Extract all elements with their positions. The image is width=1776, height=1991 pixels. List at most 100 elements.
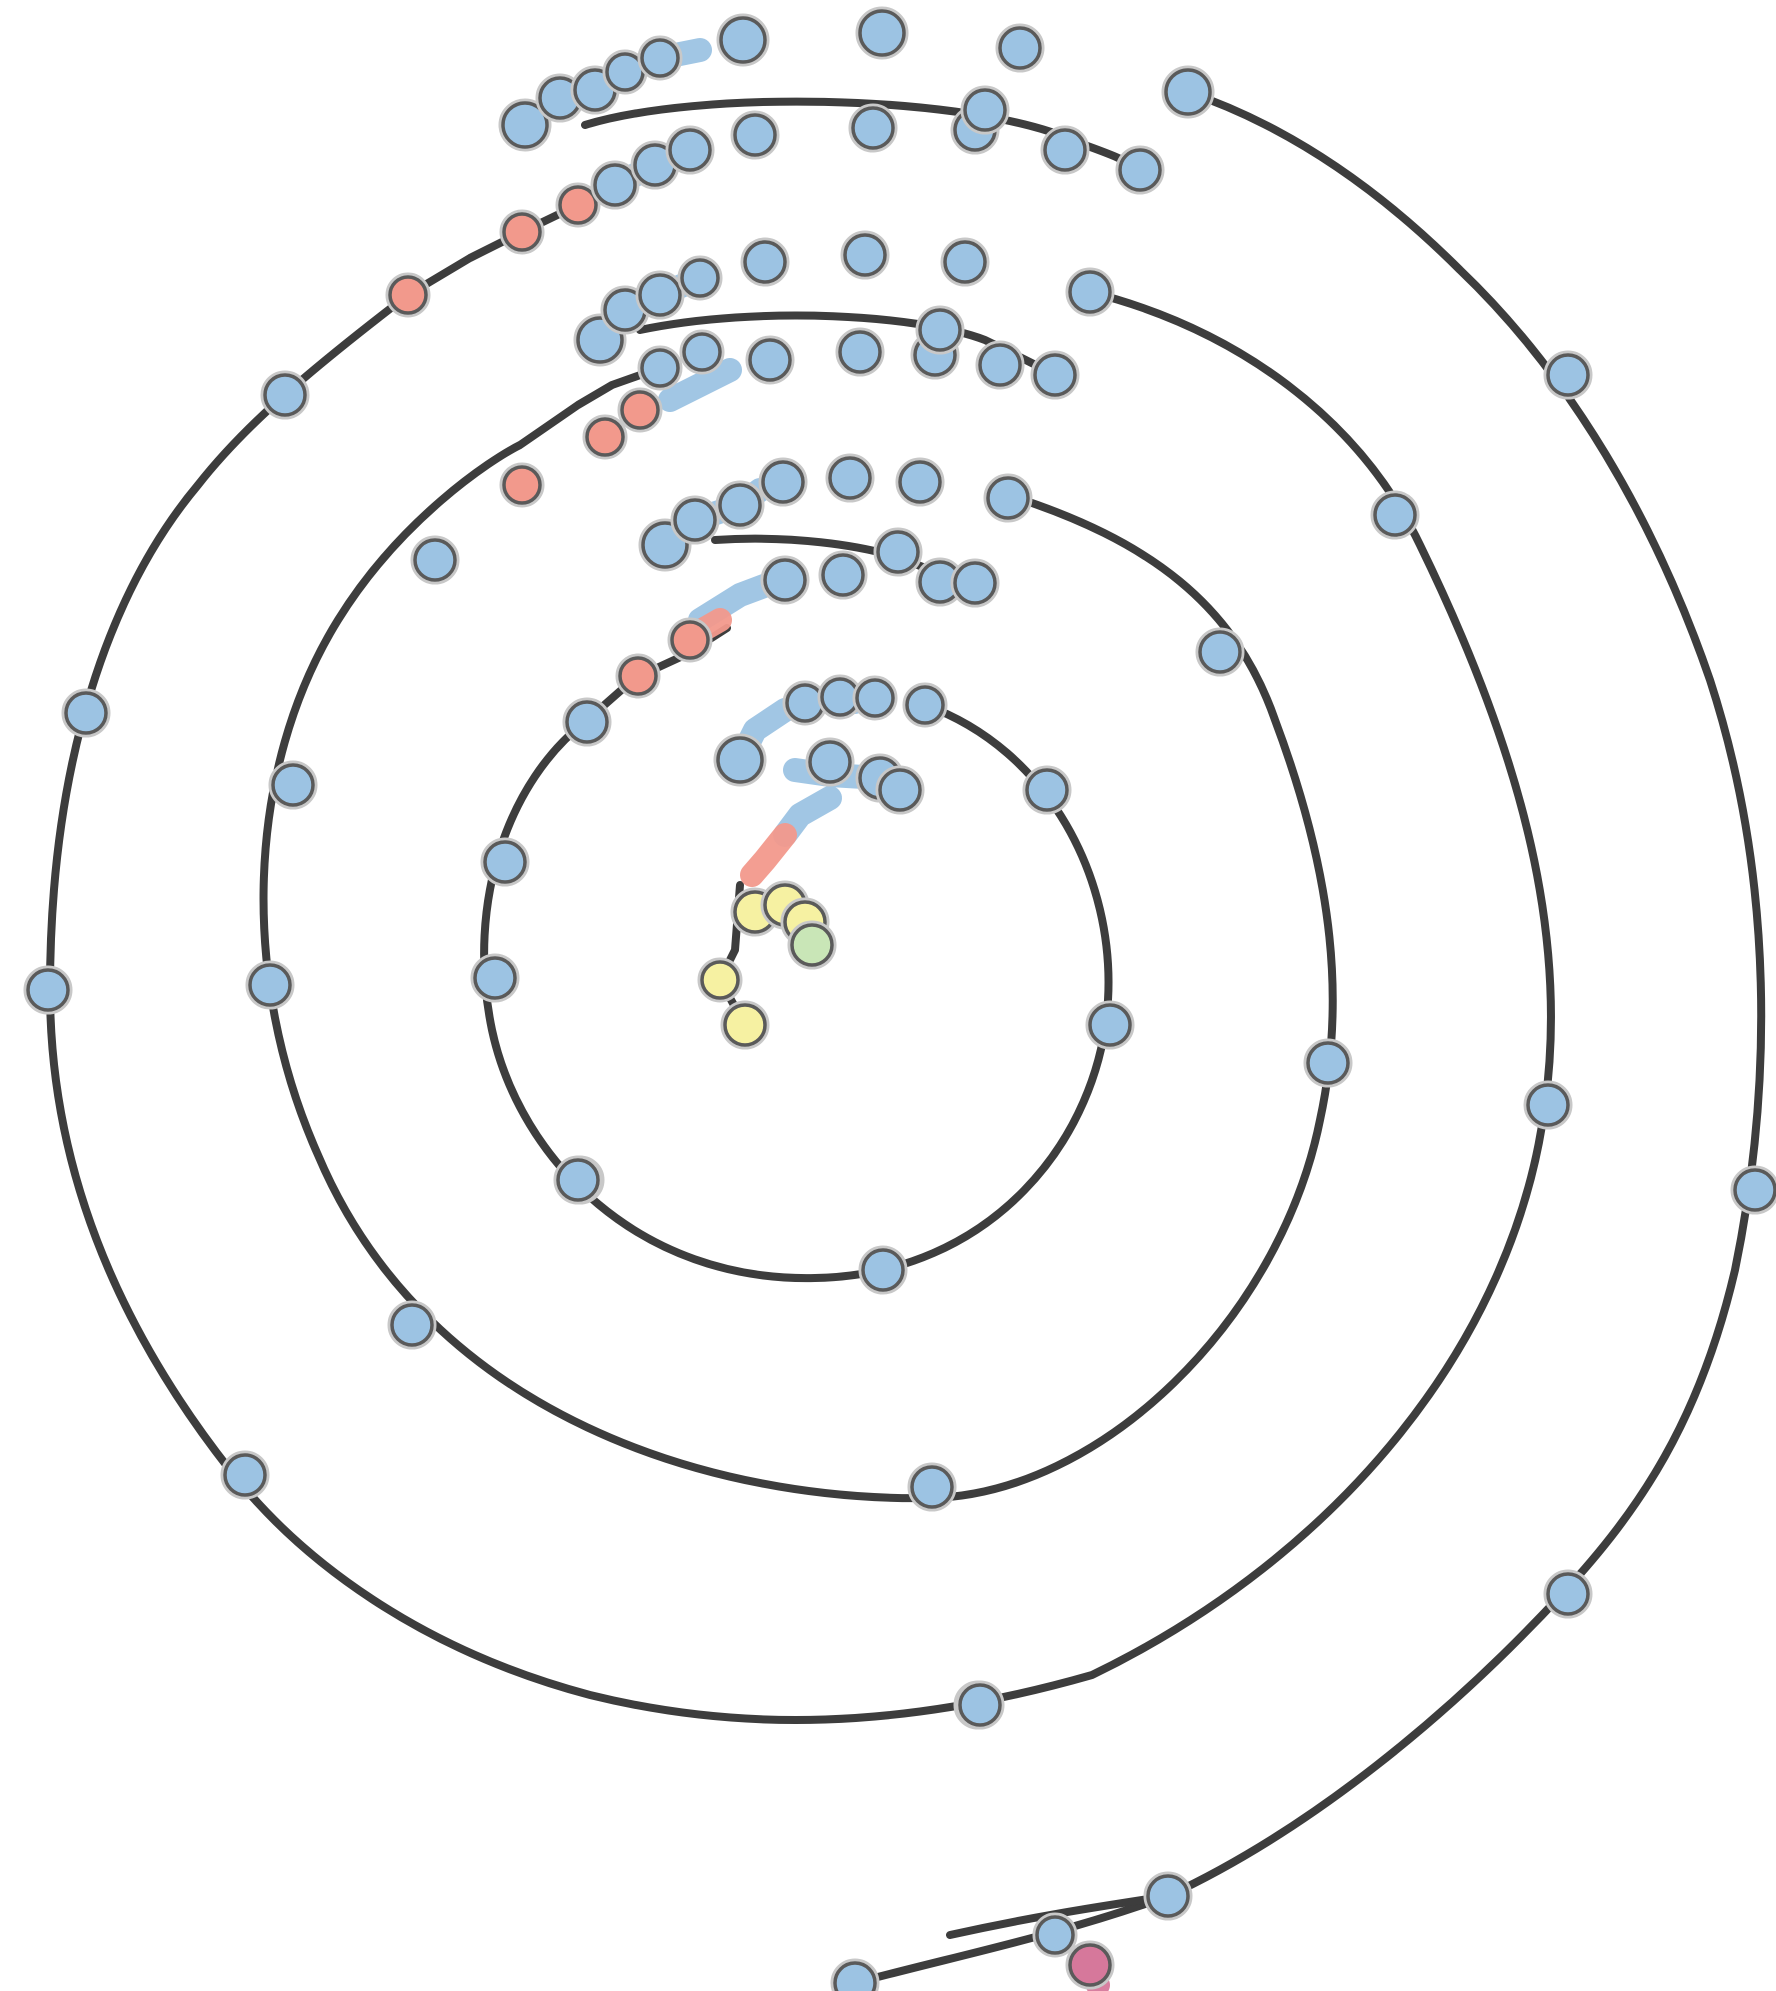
node-halo [1022,765,1072,815]
spiral-node [26,968,70,1012]
spiral-node [878,768,922,812]
spiral-node [718,483,762,527]
node-halo [715,480,765,530]
node-halo [635,270,685,320]
spiral-node [743,240,787,284]
node-halo [875,765,925,815]
node-halo [61,688,111,738]
node-halo [615,653,661,699]
node-halo [720,1000,770,1050]
spiral-node [1146,1874,1190,1918]
spiral-node [918,308,962,352]
core-node [723,1003,767,1047]
node-halo [637,345,683,391]
node-halo [730,110,780,160]
node-halo [555,182,601,228]
node-halo [1161,65,1215,119]
spiral-node [998,26,1042,70]
spiral-node [1306,1041,1350,1085]
spiral-node [808,740,852,784]
spiral-tracks [46,88,1766,1987]
node-halo [1040,125,1090,175]
node-halo [697,957,743,1003]
spiral-node [1035,1915,1075,1955]
node-halo [1065,267,1115,317]
spiral-node [1546,1572,1590,1616]
spiral-node [733,113,777,157]
node-halo [740,237,790,287]
spiral-track-2 [259,364,1337,1503]
node-halo [873,527,923,577]
node-halo [940,237,990,287]
blue-cluster-lane-4 [658,358,742,412]
spiral-node [898,460,942,504]
node-halo [758,457,808,507]
node-halo [498,98,552,152]
node-halo [915,305,965,355]
node-halo [713,733,767,787]
spiral-node [501,101,549,149]
spiral-node [1733,1168,1776,1212]
spiral-node [861,1248,905,1292]
node-halo [1085,1000,1135,1050]
node-halo [638,518,692,572]
spiral-node [1546,353,1590,397]
node-halo [955,1680,1005,1730]
spiral-node [963,88,1007,132]
node-halo [582,414,628,460]
spiral-node [1198,630,1242,674]
spiral-node [556,1158,600,1202]
spiral-node [271,763,315,807]
node-halo [1370,490,1420,540]
core-node [700,960,740,1000]
spiral-node [223,1453,267,1497]
spiral-node [821,553,865,597]
node-halo [1195,627,1245,677]
node-halo [1065,1940,1115,1990]
node-halo [553,1155,603,1205]
spiral-node [838,330,882,374]
node-halo [573,313,627,367]
spiral-node [565,700,609,744]
node-halo [805,737,855,787]
spiral-node [953,561,997,605]
spiral-node [682,332,722,372]
spiral-node [851,106,895,150]
node-halo [975,340,1025,390]
node-halo [590,160,640,210]
spiral-node [390,1303,434,1347]
spiral-node [248,963,292,1007]
spiral-node [748,338,792,382]
spiral-node [1164,68,1212,116]
spiral-node [673,498,717,542]
spiral-node [986,476,1030,520]
node-halo [679,329,725,375]
spiral-node [593,163,637,207]
node-halo [470,953,520,1003]
highlight-node [502,465,542,505]
spiral-node [668,128,712,172]
node-halo [410,535,460,585]
node-halo [220,1450,270,1500]
node-halo [787,920,837,970]
spiral-node [910,1465,954,1509]
core-node [790,923,834,967]
node-halo [895,457,945,507]
node-halo [960,85,1010,135]
node-halo [23,965,73,1015]
spiral-node [473,956,517,1000]
nodes [23,6,1776,1991]
node-halo [950,558,1000,608]
node-halo [245,960,295,1010]
spiral-node [1088,1003,1132,1047]
node-halo [716,13,770,67]
spiral-node [263,373,307,417]
spiral-node [716,736,764,784]
spiral-track-3 [46,201,1556,1724]
node-halo [902,682,948,728]
node-halo [677,255,723,301]
spiral-node [413,538,457,582]
spiral-node [483,840,527,884]
spiral-node [64,691,108,735]
spiral-node [858,9,906,57]
